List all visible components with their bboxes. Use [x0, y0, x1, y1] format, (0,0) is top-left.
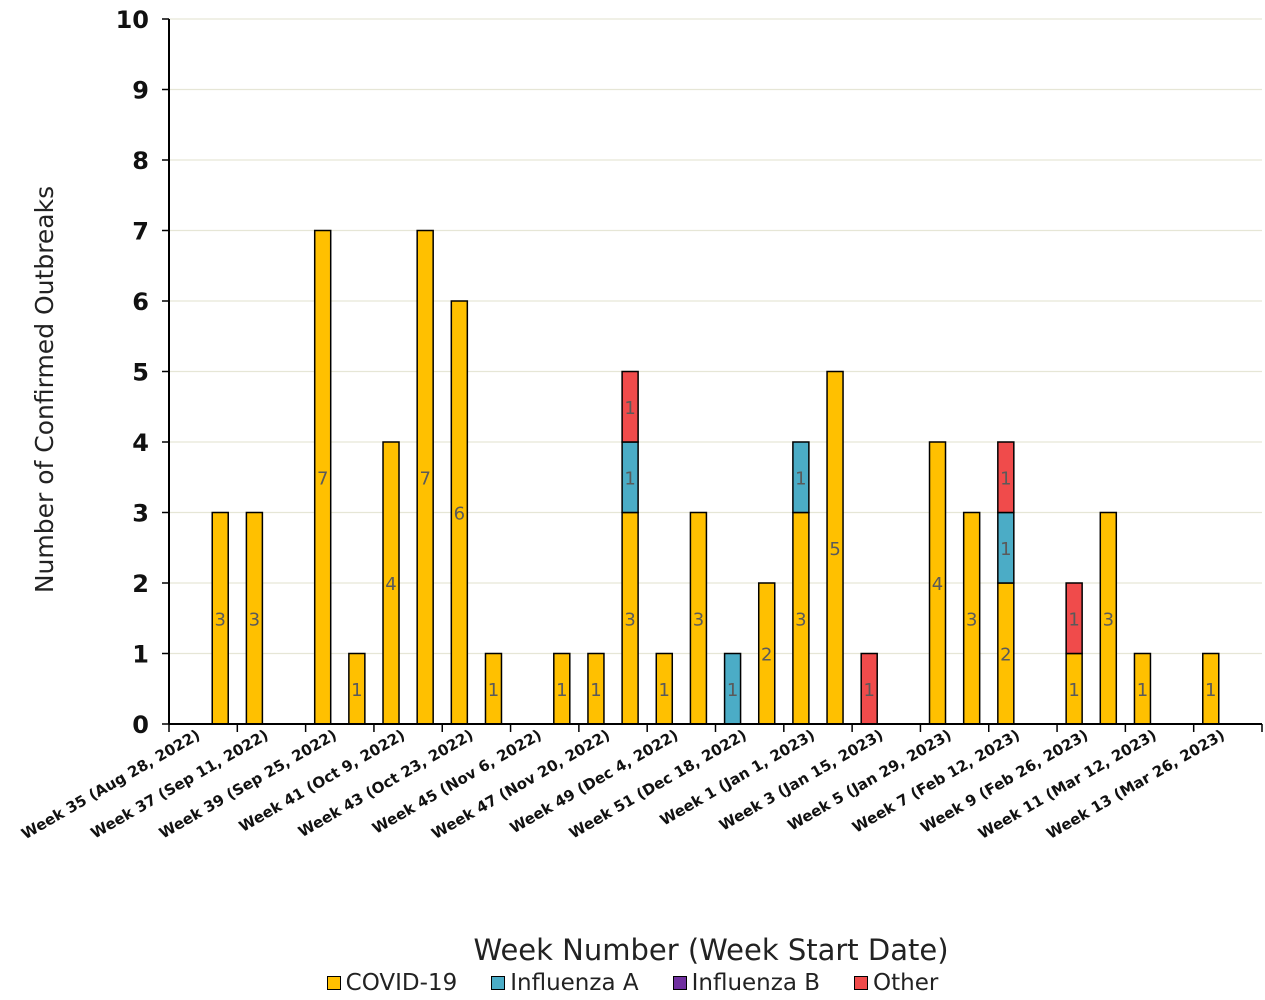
data-label: 2 — [1000, 645, 1011, 666]
data-label: 1 — [659, 680, 670, 701]
y-tick-label: 0 — [132, 711, 149, 739]
bars — [211, 229, 1220, 725]
bar-segment — [621, 370, 639, 443]
legend-label-influenza-a: Influenza A — [510, 970, 639, 996]
y-tick-label: 5 — [132, 359, 149, 387]
data-label: 1 — [1000, 539, 1011, 560]
data-label: 1 — [1068, 680, 1079, 701]
legend: COVID-19 Influenza A Influenza B Other — [0, 966, 1265, 1000]
data-label: 4 — [932, 574, 943, 595]
data-label: 1 — [624, 398, 635, 419]
legend-item-influenza-a: Influenza A — [491, 970, 639, 996]
data-label: 1 — [727, 680, 738, 701]
y-tick-label: 7 — [132, 218, 149, 246]
legend-label-influenza-b: Influenza B — [691, 970, 821, 996]
data-label: 2 — [761, 645, 772, 666]
data-label: 1 — [624, 468, 635, 489]
bar-segment — [997, 441, 1015, 514]
gridlines — [169, 18, 1262, 655]
data-label: 5 — [829, 539, 840, 560]
data-label: 4 — [385, 574, 396, 595]
y-tick-label: 6 — [132, 288, 149, 316]
bar-segment — [1065, 582, 1083, 655]
data-label: 3 — [1103, 609, 1114, 630]
legend-swatch-other — [854, 976, 869, 990]
legend-label-covid: COVID-19 — [345, 970, 458, 996]
y-axis-title: Number of Confirmed Outbreaks — [30, 186, 59, 593]
data-label: 7 — [317, 468, 328, 489]
y-tick-label: 9 — [132, 77, 149, 105]
x-axis-title: Week Number (Week Start Date) — [473, 933, 948, 967]
data-label: 3 — [249, 609, 260, 630]
data-label: 1 — [556, 680, 567, 701]
data-label: 1 — [863, 680, 874, 701]
legend-item-other: Other — [854, 970, 938, 996]
bar-segment — [792, 441, 810, 514]
legend-swatch-influenza-a — [491, 976, 506, 990]
y-tick-label: 1 — [132, 641, 149, 669]
data-label: 1 — [1137, 680, 1148, 701]
data-label: 3 — [215, 609, 226, 630]
data-label: 1 — [1205, 680, 1216, 701]
legend-item-covid: COVID-19 — [326, 970, 458, 996]
y-tick-label: 10 — [116, 6, 149, 34]
data-label: 1 — [590, 680, 601, 701]
data-label: 3 — [624, 609, 635, 630]
data-label: 3 — [966, 609, 977, 630]
data-label: 3 — [795, 609, 806, 630]
data-label: 7 — [419, 468, 430, 489]
legend-item-influenza-b: Influenza B — [672, 970, 821, 996]
data-label: 3 — [693, 609, 704, 630]
data-label: 1 — [351, 680, 362, 701]
y-tick-label: 4 — [132, 429, 149, 457]
legend-swatch-influenza-b — [672, 976, 687, 990]
y-tick-label: 2 — [132, 570, 149, 598]
data-label: 1 — [488, 680, 499, 701]
data-label: 1 — [795, 468, 806, 489]
data-label: 1 — [1000, 468, 1011, 489]
data-label: 6 — [454, 504, 465, 525]
data-labels: 3 3 7 1 4 7 6 1 1 1 3 1 1 1 3 1 2 3 1 5 1 4 3 2 1 1 1 1 3 1 1 — [215, 398, 1217, 701]
legend-label-other: Other — [873, 970, 939, 996]
legend-swatch-covid — [326, 976, 341, 990]
y-tick-label: 8 — [132, 147, 149, 175]
data-label: 1 — [1068, 609, 1079, 630]
y-tick-label: 3 — [132, 500, 149, 528]
